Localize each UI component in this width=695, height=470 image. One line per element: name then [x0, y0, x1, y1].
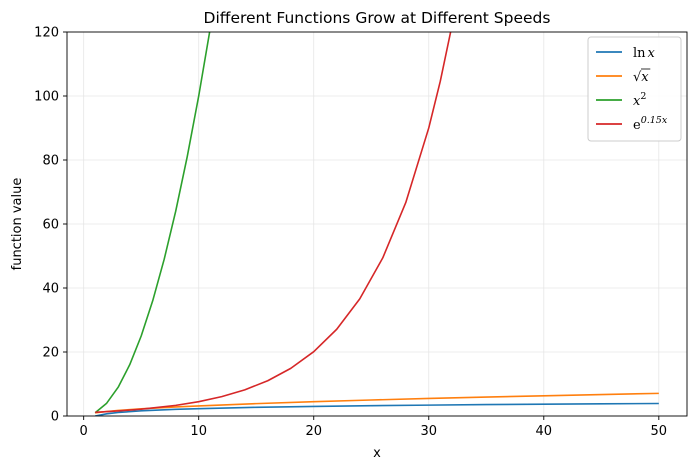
y-tick-label: 40: [42, 282, 59, 297]
x-squared-line: [94, 32, 211, 414]
series-lines: [94, 32, 659, 416]
legend-entry-exp: e0.15x: [596, 115, 668, 133]
y-tick-label: 100: [34, 90, 59, 105]
x-tick-label: 20: [305, 424, 322, 439]
legend-label: e0.15x: [633, 115, 668, 133]
legend-entry-x-squared: x2: [596, 91, 646, 109]
legend-label: √x: [633, 70, 649, 85]
x-tick-label: 40: [536, 424, 553, 439]
x-axis-label: x: [373, 446, 381, 461]
legend-entry-sqrt-x: √x: [596, 68, 651, 85]
x-tick-label: 0: [80, 424, 88, 439]
y-tick-label: 0: [51, 410, 59, 425]
x-tick-label: 10: [190, 424, 207, 439]
exp-line: [95, 32, 452, 414]
x-tick-label: 50: [651, 424, 668, 439]
legend-label: ln x: [633, 46, 656, 61]
y-tick-label: 60: [42, 218, 59, 233]
axis-ticks: 0 10 20 30 40 50 0 20 40 60 80 100 120: [34, 26, 667, 440]
y-tick-label: 120: [34, 26, 59, 41]
legend: ln x √x x2 e0.15x: [587, 36, 682, 142]
y-tick-label: 20: [42, 346, 59, 361]
ln-x-line: [95, 402, 659, 416]
y-axis-label: function value: [10, 178, 25, 271]
legend-label: x2: [633, 91, 646, 109]
legend-box: [587, 36, 682, 142]
legend-entry-ln-x: ln x: [596, 46, 656, 61]
y-tick-label: 80: [42, 154, 59, 169]
x-tick-label: 30: [420, 424, 437, 439]
chart-title: Different Functions Grow at Different Sp…: [204, 9, 551, 27]
